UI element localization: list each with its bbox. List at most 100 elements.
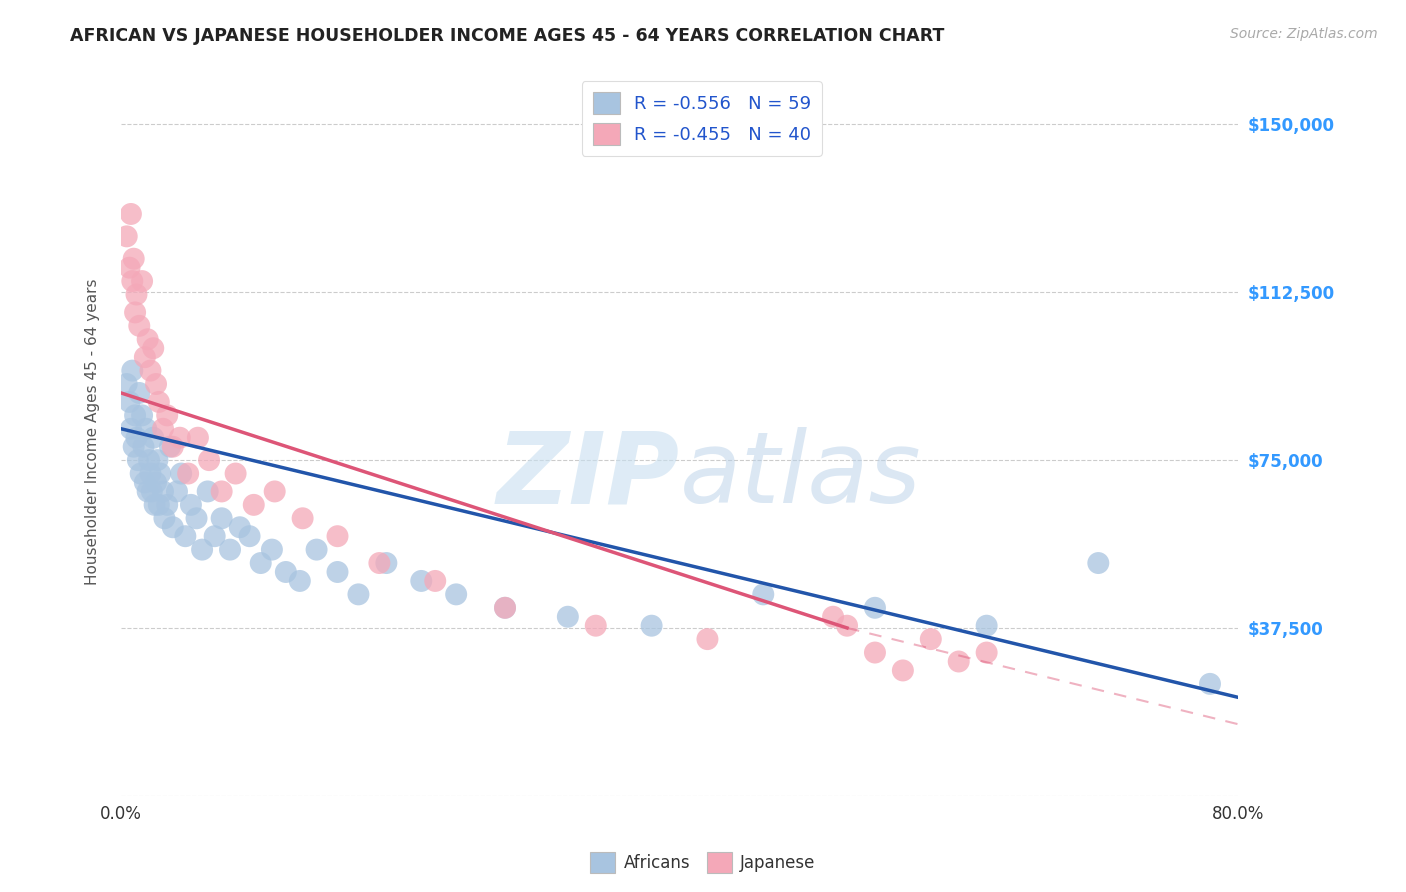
Point bbox=[134, 350, 156, 364]
Point bbox=[177, 467, 200, 481]
Point bbox=[131, 409, 153, 423]
Point bbox=[368, 556, 391, 570]
Point bbox=[211, 484, 233, 499]
Point bbox=[139, 467, 162, 481]
Point bbox=[305, 542, 328, 557]
Point bbox=[891, 664, 914, 678]
Point bbox=[976, 618, 998, 632]
Point bbox=[166, 484, 188, 499]
Point bbox=[120, 207, 142, 221]
Point bbox=[134, 475, 156, 490]
Point bbox=[148, 498, 170, 512]
Point bbox=[347, 587, 370, 601]
Point bbox=[124, 305, 146, 319]
Point bbox=[863, 646, 886, 660]
Point bbox=[141, 484, 163, 499]
Point bbox=[263, 484, 285, 499]
Point bbox=[752, 587, 775, 601]
Point bbox=[242, 498, 264, 512]
Point bbox=[162, 440, 184, 454]
Point bbox=[136, 484, 159, 499]
Point bbox=[326, 565, 349, 579]
Point bbox=[118, 395, 141, 409]
Point bbox=[115, 377, 138, 392]
Point bbox=[122, 252, 145, 266]
Text: ZIP: ZIP bbox=[496, 427, 679, 524]
Point bbox=[136, 332, 159, 346]
Point bbox=[187, 431, 209, 445]
Point bbox=[225, 467, 247, 481]
Point bbox=[557, 609, 579, 624]
Point bbox=[186, 511, 208, 525]
Point bbox=[174, 529, 197, 543]
Point bbox=[120, 422, 142, 436]
Point bbox=[142, 431, 165, 445]
Point bbox=[948, 655, 970, 669]
Point bbox=[128, 386, 150, 401]
Point bbox=[204, 529, 226, 543]
Point bbox=[162, 520, 184, 534]
Point bbox=[127, 453, 149, 467]
Point bbox=[326, 529, 349, 543]
Point bbox=[156, 498, 179, 512]
Text: AFRICAN VS JAPANESE HOUSEHOLDER INCOME AGES 45 - 64 YEARS CORRELATION CHART: AFRICAN VS JAPANESE HOUSEHOLDER INCOME A… bbox=[70, 27, 945, 45]
Point bbox=[131, 274, 153, 288]
Point bbox=[152, 422, 174, 436]
Point bbox=[976, 646, 998, 660]
Point bbox=[823, 609, 845, 624]
Point bbox=[198, 453, 221, 467]
Point bbox=[288, 574, 311, 588]
Point bbox=[411, 574, 433, 588]
Point bbox=[191, 542, 214, 557]
Point bbox=[118, 260, 141, 275]
Point bbox=[229, 520, 252, 534]
Point bbox=[139, 363, 162, 377]
Point bbox=[444, 587, 467, 601]
Point bbox=[238, 529, 260, 543]
Text: Source: ZipAtlas.com: Source: ZipAtlas.com bbox=[1230, 27, 1378, 41]
Point bbox=[135, 422, 157, 436]
Point bbox=[835, 618, 858, 632]
Point bbox=[145, 377, 167, 392]
Point bbox=[249, 556, 271, 570]
Point bbox=[274, 565, 297, 579]
Point bbox=[121, 363, 143, 377]
Point bbox=[170, 467, 193, 481]
Point bbox=[1087, 556, 1109, 570]
Point bbox=[291, 511, 314, 525]
Point bbox=[696, 632, 718, 647]
Point bbox=[494, 600, 516, 615]
Point bbox=[219, 542, 242, 557]
Point bbox=[153, 511, 176, 525]
Point bbox=[142, 341, 165, 355]
Point bbox=[145, 475, 167, 490]
Point bbox=[156, 409, 179, 423]
Point bbox=[494, 600, 516, 615]
Point bbox=[260, 542, 283, 557]
Point bbox=[211, 511, 233, 525]
Point bbox=[180, 498, 202, 512]
Point bbox=[375, 556, 398, 570]
Point bbox=[121, 274, 143, 288]
Point bbox=[124, 409, 146, 423]
Point bbox=[640, 618, 662, 632]
Y-axis label: Householder Income Ages 45 - 64 years: Householder Income Ages 45 - 64 years bbox=[86, 279, 100, 585]
Point bbox=[125, 287, 148, 301]
Point bbox=[129, 467, 152, 481]
Legend: Africans, Japanese: Africans, Japanese bbox=[583, 846, 823, 880]
Legend: R = -0.556   N = 59, R = -0.455   N = 40: R = -0.556 N = 59, R = -0.455 N = 40 bbox=[582, 81, 823, 156]
Point bbox=[863, 600, 886, 615]
Point bbox=[122, 440, 145, 454]
Point bbox=[143, 498, 166, 512]
Point bbox=[146, 453, 169, 467]
Point bbox=[585, 618, 607, 632]
Point bbox=[152, 484, 174, 499]
Point bbox=[1199, 677, 1222, 691]
Point bbox=[115, 229, 138, 244]
Point bbox=[132, 440, 155, 454]
Text: atlas: atlas bbox=[679, 427, 921, 524]
Point bbox=[125, 431, 148, 445]
Point bbox=[425, 574, 447, 588]
Point bbox=[148, 395, 170, 409]
Point bbox=[197, 484, 219, 499]
